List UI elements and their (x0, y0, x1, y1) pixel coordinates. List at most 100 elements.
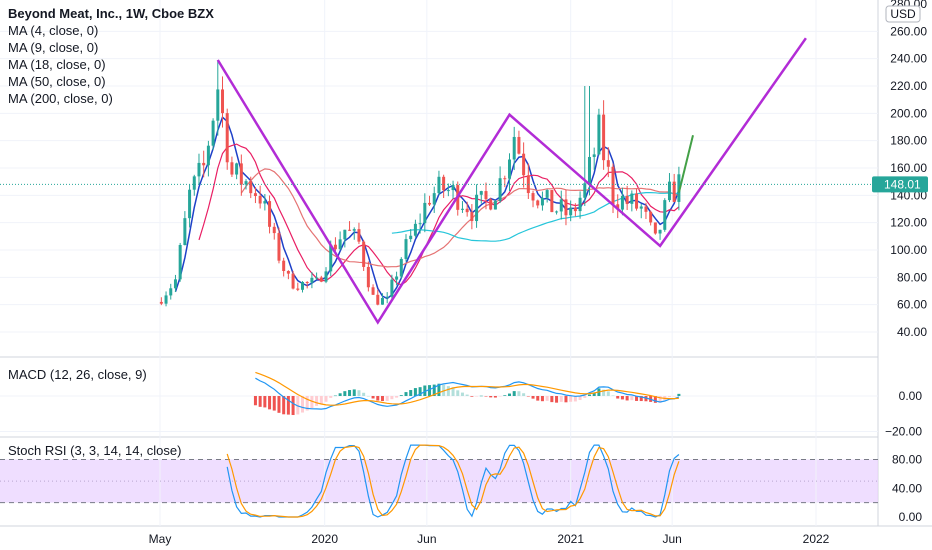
time-tick-label: Jun (662, 532, 681, 546)
candle-body (300, 281, 304, 290)
candle-body (291, 273, 295, 289)
legend-ma50[interactable]: MA (50, close, 0) (8, 74, 106, 89)
macd-histogram-bar (263, 396, 267, 408)
macd-histogram-bar (493, 396, 497, 398)
green-trend-arrow (677, 134, 694, 193)
macd-histogram-bar (489, 396, 493, 398)
stoch-tick-label: 40.00 (892, 481, 922, 495)
macd-histogram-bar (310, 396, 314, 409)
candle-body (602, 114, 606, 161)
candle-body (545, 190, 549, 198)
candle-body (169, 288, 173, 296)
macd-histogram-bar (380, 396, 384, 402)
candle-body (277, 233, 281, 261)
stoch-title[interactable]: Stoch RSI (3, 3, 14, 14, close) (8, 443, 181, 458)
candle-body (315, 277, 319, 279)
macd-histogram-bar (446, 386, 450, 396)
candle-body (649, 211, 653, 223)
candle-body (428, 202, 432, 205)
candle-body (446, 190, 450, 192)
stoch-band (0, 459, 878, 503)
macd-histogram-bar (399, 395, 403, 396)
macd-histogram-bar (498, 396, 502, 397)
legend-ma18[interactable]: MA (18, close, 0) (8, 57, 106, 72)
macd-histogram-bar (319, 396, 323, 405)
candle-body (611, 166, 615, 205)
price-axis[interactable]: 280.00260.00240.00220.00200.00180.00160.… (885, 0, 927, 524)
legend-ma9[interactable]: MA (9, close, 0) (8, 40, 98, 55)
candle-body (503, 178, 507, 180)
candle-body (173, 279, 177, 289)
macd-histogram-bar (409, 390, 413, 396)
chart-title: Beyond Meat, Inc., 1W, Cboe BZX (8, 6, 214, 21)
candle-body (183, 218, 187, 245)
macd-histogram-bar (540, 396, 544, 402)
macd-histogram-bar (644, 396, 648, 402)
candle-body (329, 244, 333, 272)
macd-histogram-bar (277, 396, 281, 413)
candle-body (296, 288, 300, 290)
candle-body (451, 185, 455, 191)
candle-body (597, 114, 601, 155)
macd-histogram-bar (667, 396, 671, 397)
candle-body (390, 279, 394, 297)
candle-body (305, 281, 309, 283)
candle-body (564, 199, 568, 216)
candle-body (522, 153, 526, 176)
price-tick-label: 260.00 (890, 24, 927, 38)
candle-body (211, 120, 215, 146)
candle-body (221, 89, 225, 114)
macd-histogram-bar (362, 392, 366, 396)
macd-histogram-bar (672, 396, 676, 397)
macd-histogram-bar (315, 396, 319, 406)
candle-body (432, 193, 436, 205)
price-tick-label: 40.00 (897, 325, 927, 339)
candle-body (380, 297, 384, 305)
candle-body (550, 190, 554, 213)
candle-body (644, 206, 648, 212)
candle-body (206, 145, 210, 166)
macd-histogram-bar (484, 396, 488, 397)
macd-histogram-bar (526, 396, 530, 397)
currency-label: USD (890, 7, 916, 21)
macd-histogram-bar (329, 396, 333, 398)
macd-histogram-bar (616, 396, 620, 399)
macd-histogram-bar (272, 396, 276, 411)
macd-histogram-bar (573, 396, 577, 402)
candle-body (418, 223, 422, 225)
macd-histogram-bar (338, 393, 342, 396)
candle-body (639, 206, 643, 209)
macd-line (255, 377, 680, 410)
candle-body (653, 222, 657, 234)
currency-badge[interactable] (885, 5, 921, 23)
drawings[interactable] (216, 37, 807, 325)
macd-histogram-bar (305, 396, 309, 411)
macd-histogram-bar (550, 396, 554, 403)
macd-histogram-bar (592, 392, 596, 396)
macd-histogram-bar (357, 390, 361, 396)
candles (159, 60, 681, 307)
candle-body (667, 181, 671, 201)
macd-histogram-bar (428, 385, 432, 396)
time-axis[interactable]: May 2020 Jun 2021 Jun 2022 (149, 532, 830, 546)
candle-body (663, 200, 667, 230)
macd-title[interactable]: MACD (12, 26, close, 9) (8, 367, 147, 382)
macd-histogram-bar (404, 392, 408, 396)
candle-body (569, 207, 573, 216)
macd-pane (253, 371, 681, 416)
legend-ma200[interactable]: MA (200, close, 0) (8, 91, 113, 106)
ma-9-line (198, 143, 680, 286)
legend-ma4[interactable]: MA (4, close, 0) (8, 23, 98, 38)
price-tick-label: 160.00 (890, 161, 927, 175)
price-tick-label: 240.00 (890, 52, 927, 66)
macd-histogram-bar (555, 396, 559, 403)
candle-body (376, 294, 380, 305)
macd-histogram-bar (578, 396, 582, 401)
macd-histogram-bar (343, 391, 347, 396)
candle-body (630, 193, 634, 204)
candle-body (230, 162, 234, 175)
candle-body (559, 199, 563, 212)
macd-histogram-bar (508, 393, 512, 396)
candle-body (357, 229, 361, 242)
